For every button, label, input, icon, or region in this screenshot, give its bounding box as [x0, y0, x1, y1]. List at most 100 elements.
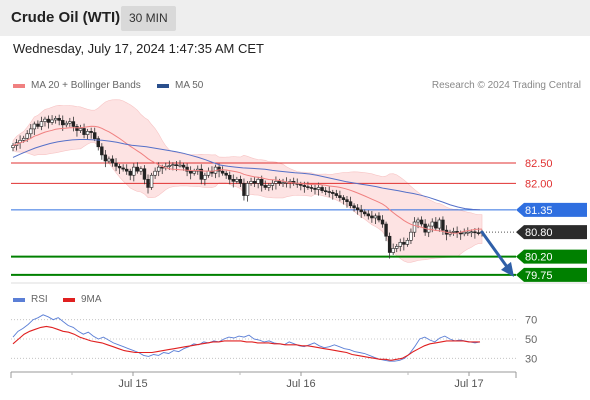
candle — [306, 181, 310, 190]
candle-body — [352, 205, 356, 209]
rsi-tick-label: 50 — [525, 334, 537, 346]
candle-body — [391, 248, 395, 253]
candle-body — [260, 179, 264, 186]
candle-body — [277, 181, 282, 184]
candle — [323, 187, 328, 196]
candle-body — [458, 232, 463, 235]
candle-body — [299, 183, 303, 186]
candle-body — [377, 215, 381, 221]
candle — [43, 116, 47, 127]
candle-body — [142, 168, 147, 180]
candle-body — [25, 133, 29, 139]
candle-body — [434, 221, 438, 229]
candle-body — [171, 164, 175, 166]
candle-body — [281, 182, 285, 184]
candle — [192, 168, 196, 176]
candle-body — [469, 231, 474, 234]
candle — [348, 196, 353, 209]
candle-body — [316, 187, 321, 190]
candle-body — [181, 164, 186, 168]
candle — [39, 116, 44, 131]
candle-body — [416, 219, 420, 223]
candle — [139, 166, 143, 175]
candle-body — [473, 231, 477, 234]
candle-body — [185, 166, 189, 172]
candle — [320, 185, 324, 194]
candle — [370, 211, 374, 223]
rsi-ma-swatch — [63, 297, 75, 302]
candle — [93, 127, 97, 142]
candle — [359, 204, 363, 218]
candle-body — [466, 231, 470, 234]
level-tag-pivot — [516, 202, 587, 217]
candle-body — [228, 174, 232, 180]
candle-body — [476, 232, 481, 234]
candle-body — [78, 128, 83, 131]
candle-body — [32, 123, 37, 130]
candle-body — [43, 118, 47, 122]
candle — [412, 217, 417, 238]
legend-9ma-label: 9MA — [81, 294, 102, 305]
level-label-resistance: 82.00 — [525, 178, 553, 190]
candle-body — [462, 231, 466, 235]
instrument-title: Crude Oil (WTI) — [11, 9, 121, 26]
candle — [355, 204, 360, 215]
candle-body — [50, 119, 54, 123]
candle — [149, 172, 154, 190]
candle-body — [103, 154, 108, 162]
candle — [85, 128, 90, 140]
candle-body — [11, 145, 15, 148]
candle — [132, 163, 136, 182]
candle — [46, 115, 51, 129]
candle — [29, 124, 33, 139]
candle — [387, 232, 392, 259]
candle-body — [441, 219, 445, 231]
candle-body — [160, 166, 164, 169]
candle — [68, 117, 72, 127]
timeframe-button[interactable]: 30 MIN — [121, 6, 176, 31]
candle-body — [231, 179, 235, 182]
candle-body — [334, 193, 339, 196]
candle-body — [373, 215, 378, 219]
x-tick-label: Jul 17 — [454, 378, 483, 390]
candle-body — [235, 179, 239, 182]
level-label-pivot: 81.35 — [525, 205, 553, 217]
candle — [249, 177, 253, 186]
candle-body — [89, 131, 93, 133]
candle-body — [149, 174, 154, 188]
candle — [89, 127, 93, 139]
candle — [466, 227, 470, 236]
candle — [32, 121, 37, 135]
candle-body — [306, 186, 310, 188]
candle-body — [245, 183, 250, 196]
candle-body — [153, 170, 157, 176]
arrow-head — [501, 261, 514, 277]
candle — [313, 184, 317, 195]
candle-body — [139, 168, 143, 172]
ma50-line — [12, 139, 481, 211]
candle-body — [355, 207, 360, 211]
candle — [405, 237, 410, 247]
candle-body — [146, 179, 150, 188]
level-label-support: 80.20 — [525, 252, 553, 264]
candle-body — [36, 123, 40, 127]
candle — [373, 213, 378, 225]
ma20-swatch — [13, 83, 25, 88]
candle-body — [405, 240, 410, 245]
candle-body — [75, 126, 79, 131]
candle — [245, 180, 250, 202]
candle-body — [220, 170, 225, 174]
candle-body — [96, 138, 100, 148]
candle-body — [338, 195, 342, 198]
candle-body — [199, 168, 204, 180]
candle — [71, 116, 76, 132]
candle — [451, 227, 456, 236]
candle-body — [167, 165, 172, 167]
candle — [36, 120, 40, 129]
candle-body — [341, 197, 346, 200]
rsi-swatch — [13, 297, 25, 302]
candle — [82, 123, 86, 139]
candle-body — [370, 215, 374, 219]
candle — [256, 176, 260, 189]
